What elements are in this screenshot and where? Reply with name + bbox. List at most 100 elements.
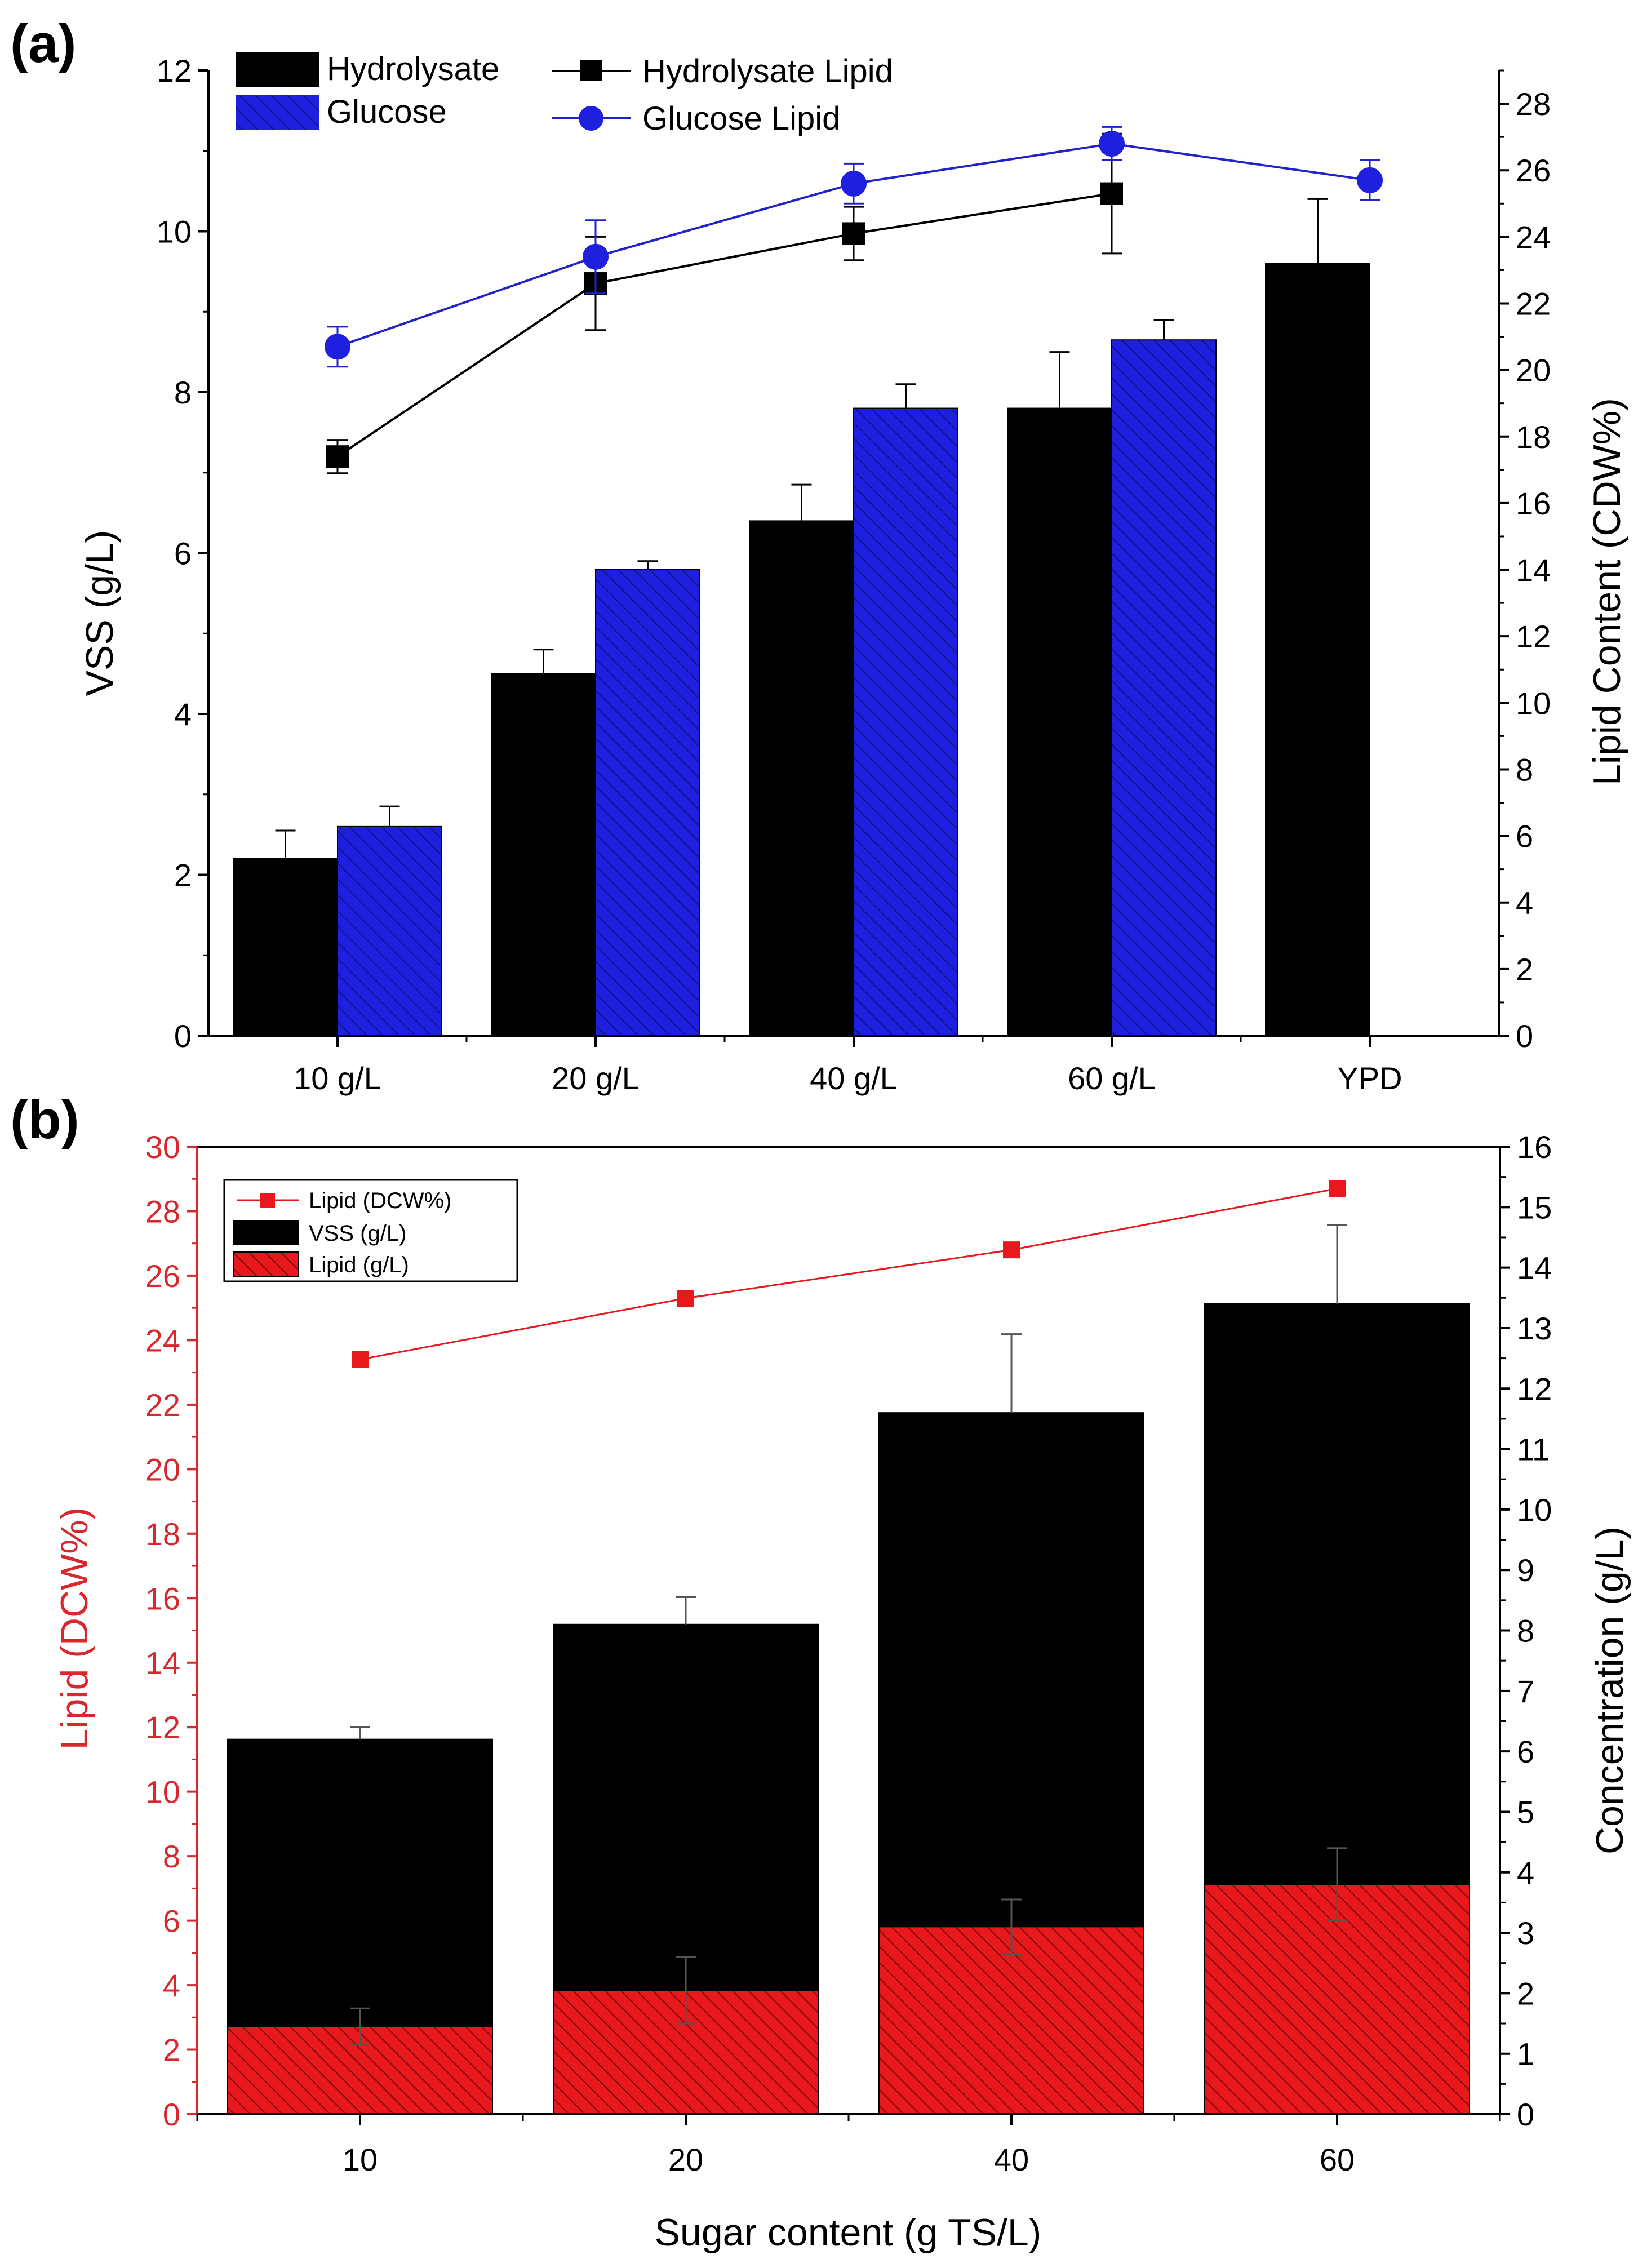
bar-hydrolysate-3 bbox=[1007, 407, 1112, 1036]
tick-label-b-right-6: 6 bbox=[1517, 1734, 1534, 1769]
tick-label-b-right-11: 11 bbox=[1517, 1432, 1550, 1467]
chart-b-xlabel: Sugar content (g TS/L) bbox=[655, 2211, 1042, 2254]
tick-label-a-x-1: 20 g/L bbox=[552, 1060, 640, 1096]
legend-swatch-glucose bbox=[236, 95, 319, 130]
tick-label-a-x-2: 40 g/L bbox=[810, 1060, 898, 1096]
tick-label-b-right-2: 2 bbox=[1517, 1976, 1534, 2011]
legend-marker-circle bbox=[579, 106, 603, 131]
tick-label-b-left-10: 20 bbox=[145, 1452, 180, 1487]
bar-hydrolysate-2 bbox=[749, 520, 854, 1036]
marker-glucose-lipid-4 bbox=[1357, 167, 1383, 193]
tick-label-b-x-3: 60 bbox=[1320, 2142, 1355, 2177]
tick-label-a-left-5: 10 bbox=[157, 214, 192, 250]
tick-label-a-x-3: 60 g/L bbox=[1068, 1060, 1156, 1096]
tick-label-a-right-5: 10 bbox=[1516, 685, 1551, 721]
tick-label-b-right-12: 12 bbox=[1517, 1371, 1552, 1406]
bar-glucose-2 bbox=[853, 407, 958, 1036]
marker-hydrolysate-lipid-0 bbox=[326, 445, 349, 468]
legend-label-lipid-gl: Lipid (g/L) bbox=[309, 1253, 409, 1277]
tick-label-b-left-15: 30 bbox=[145, 1129, 180, 1165]
tick-label-a-left-6: 12 bbox=[157, 53, 192, 88]
chart-b-marks bbox=[227, 1180, 1470, 2115]
tick-label-a-right-11: 22 bbox=[1516, 286, 1551, 321]
panel-b-label: (b) bbox=[10, 1090, 79, 1150]
legend-swatch-lipid-gl bbox=[233, 1251, 299, 1277]
chart-b-ylabel-right: Concentration (g/L) bbox=[1588, 1526, 1631, 1854]
chart-a: (a) 024681012024681012141618202224262810… bbox=[10, 14, 1628, 1096]
tick-label-b-left-2: 4 bbox=[163, 1968, 180, 2003]
tick-label-b-right-16: 16 bbox=[1517, 1129, 1552, 1165]
tick-label-a-left-1: 2 bbox=[174, 858, 192, 893]
tick-label-b-left-14: 28 bbox=[145, 1193, 180, 1229]
tick-label-b-right-7: 7 bbox=[1517, 1674, 1534, 1709]
tick-label-a-right-6: 12 bbox=[1516, 619, 1551, 654]
tick-label-a-x-0: 10 g/L bbox=[294, 1060, 381, 1096]
tick-label-b-left-0: 0 bbox=[163, 2097, 180, 2132]
tick-label-b-x-2: 40 bbox=[994, 2142, 1029, 2177]
legend-marker-square bbox=[580, 60, 602, 81]
legend-label-vss: VSS (g/L) bbox=[309, 1221, 406, 1246]
bar-glucose-1 bbox=[595, 569, 700, 1036]
tick-label-b-left-12: 24 bbox=[145, 1322, 180, 1358]
tick-label-b-right-4: 4 bbox=[1517, 1855, 1534, 1890]
tick-label-b-right-8: 8 bbox=[1517, 1613, 1534, 1649]
tick-label-a-right-2: 4 bbox=[1516, 885, 1533, 921]
tick-label-a-left-3: 6 bbox=[174, 536, 192, 571]
bar-lipid-gl-2 bbox=[878, 1926, 1144, 2115]
legend-marker-red-square bbox=[260, 1193, 275, 1208]
bar-hydrolysate-0 bbox=[233, 858, 338, 1036]
marker-glucose-lipid-2 bbox=[841, 170, 867, 197]
tick-label-b-x-0: 10 bbox=[343, 2142, 378, 2177]
chart-a-ylabel-left: VSS (g/L) bbox=[78, 530, 121, 696]
tick-label-b-right-5: 5 bbox=[1517, 1794, 1534, 1830]
chart-b-legend: Lipid (DCW%) VSS (g/L) Lipid (g/L) bbox=[223, 1179, 518, 1282]
legend-label-lipid-dcw: Lipid (DCW%) bbox=[309, 1188, 451, 1213]
tick-label-b-right-9: 9 bbox=[1517, 1552, 1534, 1588]
tick-label-a-right-14: 28 bbox=[1516, 86, 1551, 122]
tick-label-b-left-3: 6 bbox=[163, 1903, 180, 1939]
tick-label-b-left-11: 22 bbox=[145, 1387, 180, 1423]
tick-label-b-left-7: 14 bbox=[145, 1645, 180, 1681]
chart-b-ylabel-left: Lipid (DCW%) bbox=[53, 1507, 96, 1750]
tick-label-a-right-4: 8 bbox=[1516, 752, 1533, 787]
marker-hydrolysate-lipid-3 bbox=[1100, 182, 1123, 205]
tick-label-a-right-7: 14 bbox=[1516, 552, 1551, 588]
legend-swatch-hydrolysate bbox=[236, 52, 319, 87]
tick-label-b-right-14: 14 bbox=[1517, 1250, 1552, 1286]
marker-lipid-dcw-0 bbox=[352, 1351, 369, 1368]
tick-label-b-x-1: 20 bbox=[668, 2142, 703, 2177]
line-hydrolysate-lipid bbox=[336, 192, 1112, 458]
tick-label-a-right-12: 24 bbox=[1516, 219, 1551, 255]
tick-label-a-right-1: 2 bbox=[1516, 952, 1533, 987]
tick-label-b-right-1: 1 bbox=[1517, 2036, 1534, 2072]
bar-hydrolysate-1 bbox=[491, 673, 596, 1036]
chart-a-marks bbox=[233, 126, 1383, 1037]
line-lipid-dcw bbox=[359, 1187, 1338, 1361]
legend-label-hydrolysate: Hydrolysate bbox=[327, 51, 499, 87]
bar-glucose-3 bbox=[1111, 339, 1217, 1036]
legend-label-hydrolysate-lipid: Hydrolysate Lipid bbox=[642, 53, 893, 90]
tick-label-b-right-15: 15 bbox=[1517, 1190, 1552, 1225]
legend-swatch-vss bbox=[233, 1220, 299, 1245]
bar-hydrolysate-4 bbox=[1265, 263, 1370, 1037]
tick-label-b-right-10: 10 bbox=[1517, 1492, 1552, 1528]
bar-glucose-0 bbox=[337, 825, 442, 1036]
legend-label-glucose: Glucose bbox=[327, 94, 447, 130]
tick-label-a-left-0: 0 bbox=[174, 1018, 192, 1054]
tick-label-b-right-13: 13 bbox=[1517, 1311, 1552, 1346]
tick-label-a-right-0: 0 bbox=[1516, 1018, 1533, 1054]
tick-label-b-left-13: 26 bbox=[145, 1258, 180, 1294]
marker-glucose-lipid-3 bbox=[1099, 130, 1125, 157]
tick-label-b-right-3: 3 bbox=[1517, 1915, 1534, 1951]
tick-label-b-left-1: 2 bbox=[163, 2032, 180, 2068]
marker-hydrolysate-lipid-2 bbox=[842, 222, 865, 245]
tick-label-a-right-13: 26 bbox=[1516, 153, 1551, 188]
tick-label-b-left-8: 16 bbox=[145, 1581, 180, 1616]
marker-lipid-dcw-3 bbox=[1329, 1180, 1346, 1197]
chart-a-legend: Hydrolysate Glucose Hydrolysate Lipid Gl… bbox=[236, 51, 893, 137]
chart-b: (b) 024681012141618202224262830012345678… bbox=[10, 1090, 1631, 2254]
tick-label-a-right-10: 20 bbox=[1516, 353, 1551, 388]
tick-label-a-x-4: YPD bbox=[1337, 1060, 1402, 1096]
tick-label-a-left-4: 8 bbox=[174, 375, 192, 410]
